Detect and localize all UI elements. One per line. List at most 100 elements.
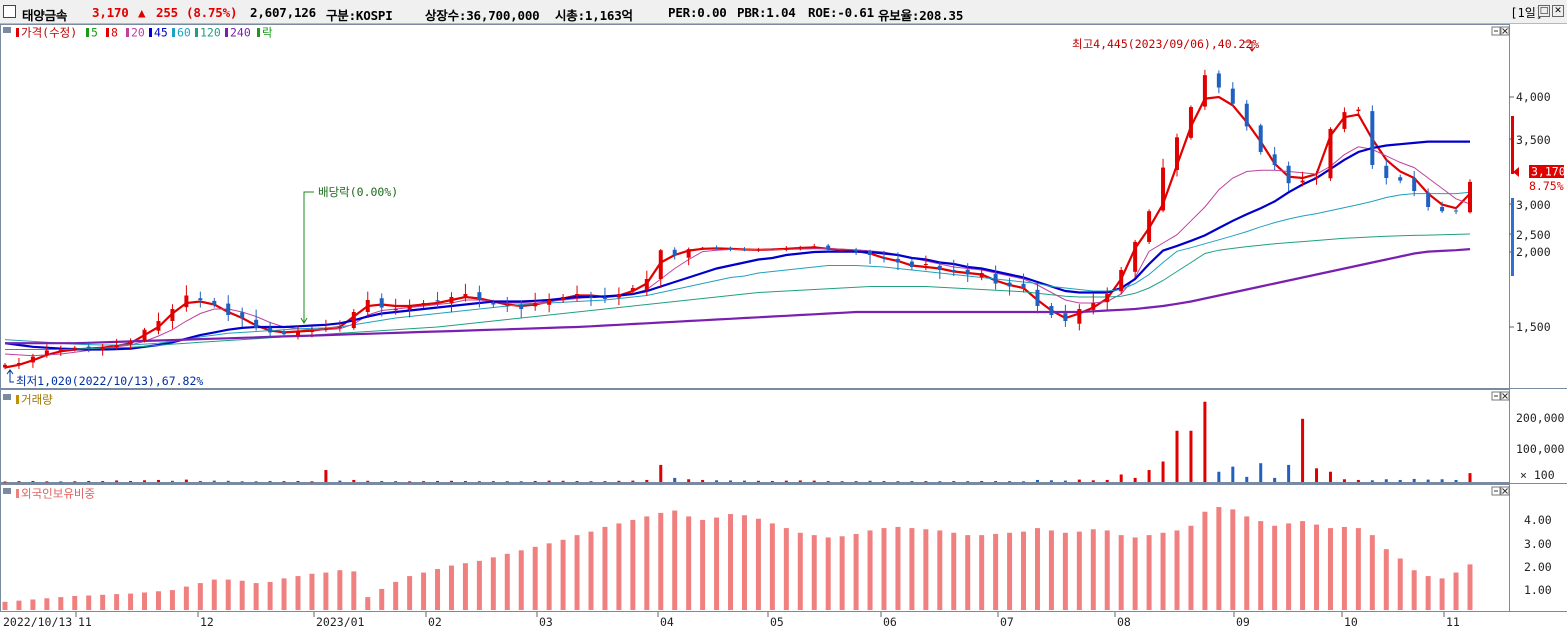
pane-close-icon[interactable]: [1500, 391, 1510, 401]
candle-body: [589, 296, 593, 298]
foreign-bar: [1300, 521, 1306, 610]
volume-bar: [254, 481, 258, 483]
volume-bar: [673, 477, 677, 482]
foreign-bar: [169, 590, 175, 610]
foreign-bar: [72, 595, 78, 610]
pane-close-icon[interactable]: [1500, 26, 1510, 36]
foreign-bar: [1286, 523, 1292, 610]
roe-value: ROE:-0.61: [808, 5, 874, 20]
volume-bar: [910, 481, 914, 483]
candle-body: [1063, 313, 1068, 321]
pane-minimize-icon[interactable]: [1491, 391, 1501, 401]
foreign-bar: [407, 576, 413, 610]
candle-body: [86, 346, 91, 349]
restore-icon[interactable]: □: [1538, 5, 1550, 17]
volume-bar: [156, 479, 160, 482]
price-tick-3000: 3,000: [1516, 198, 1551, 212]
candle-body: [212, 300, 217, 305]
foreign-bar: [1314, 524, 1320, 610]
foreign-bar: [100, 594, 106, 610]
candle-body: [1175, 137, 1179, 170]
foreign-bar: [979, 535, 985, 610]
x-label: 08: [1117, 615, 1131, 629]
ma-line-120: [5, 233, 1471, 350]
foreign-bar: [86, 595, 92, 610]
panel-checkbox[interactable]: [3, 5, 16, 18]
candle-body: [351, 312, 356, 329]
volume-bar: [1105, 479, 1109, 482]
foreign-bar: [1216, 507, 1222, 610]
foreign-bar: [44, 598, 50, 610]
volume-bar: [701, 479, 705, 482]
foreign-bar: [421, 572, 427, 610]
volume-bar: [966, 481, 970, 483]
foreign-bar: [1188, 525, 1194, 610]
candle-body: [1007, 282, 1012, 287]
volume-bar: [1161, 461, 1165, 482]
foreign-bar: [1355, 528, 1361, 610]
x-label: 11: [78, 615, 92, 629]
volume-bar: [31, 480, 35, 482]
pane-menu-icon[interactable]: [3, 488, 11, 494]
foreign-bar: [644, 516, 650, 610]
candle-body: [826, 245, 831, 250]
volume-bar: [115, 480, 119, 482]
close-icon[interactable]: ✕: [1552, 5, 1564, 17]
volume-bar: [477, 481, 481, 483]
pane-close-icon[interactable]: [1500, 486, 1510, 496]
foreign-bar: [1202, 511, 1208, 610]
volume-bar: [17, 481, 21, 483]
volume-bar: [826, 480, 830, 482]
candle-body: [798, 246, 803, 249]
foreign-bar: [351, 571, 357, 610]
foreign-bar: [993, 533, 999, 610]
candle-body: [868, 250, 873, 255]
candle-body: [1133, 241, 1138, 272]
volume-bar: [1301, 418, 1305, 482]
volume-bar: [45, 481, 49, 483]
market-cap: 시총:1,163억: [555, 8, 633, 23]
volume-bar: [1077, 479, 1081, 482]
foreign-bar: [281, 578, 287, 610]
candle-body: [240, 312, 245, 318]
foreign-bar: [1007, 532, 1013, 610]
foreign-bar: [1021, 531, 1027, 610]
candle-body: [1258, 125, 1263, 152]
period-selector[interactable]: [1일]: [1510, 6, 1543, 20]
volume-tick-100000: 100,000: [1516, 442, 1565, 456]
foreign-bar: [30, 599, 36, 610]
pane-minimize-icon[interactable]: [1491, 486, 1501, 496]
last-price-marker: 3,170 8.75%: [1513, 165, 1566, 193]
candle-body: [1049, 306, 1054, 315]
volume-bar: [59, 481, 63, 483]
candle-body: [282, 331, 287, 335]
x-label: 06: [883, 615, 897, 629]
volume-bar: [1203, 401, 1207, 482]
candle-body: [1119, 270, 1124, 292]
pane-menu-icon[interactable]: [3, 394, 11, 400]
foreign-bar: [909, 528, 915, 610]
candle-body: [575, 294, 580, 296]
stock-chart: 가격(수정) 5 8 20 45 60 120 240 락 거래량 외국인보유비…: [0, 24, 1567, 629]
candle-body: [30, 356, 35, 363]
foreign-bar: [714, 517, 720, 610]
pane-minimize-icon[interactable]: [1491, 26, 1501, 36]
volume-bar: [715, 480, 719, 482]
volume-bar: [645, 479, 649, 482]
ma-line-240: [5, 248, 1471, 345]
foreign-bar: [1244, 516, 1250, 610]
foreign-bar: [881, 528, 887, 610]
price-change-pct: (8.75%): [186, 5, 238, 20]
volume-bar: [994, 480, 998, 482]
candle-body: [226, 303, 231, 315]
volume-bar: [1356, 479, 1360, 482]
pane-menu-icon[interactable]: [3, 27, 11, 33]
volume-bar: [1426, 479, 1430, 482]
last-pct-label: 8.75%: [1529, 179, 1564, 193]
candle-body: [254, 319, 259, 328]
volume-bar: [463, 481, 467, 483]
foreign-bar: [253, 583, 259, 610]
stock-name[interactable]: 태양금속: [22, 8, 68, 23]
volume-bar: [1440, 479, 1444, 482]
price-change: 255: [156, 5, 178, 20]
